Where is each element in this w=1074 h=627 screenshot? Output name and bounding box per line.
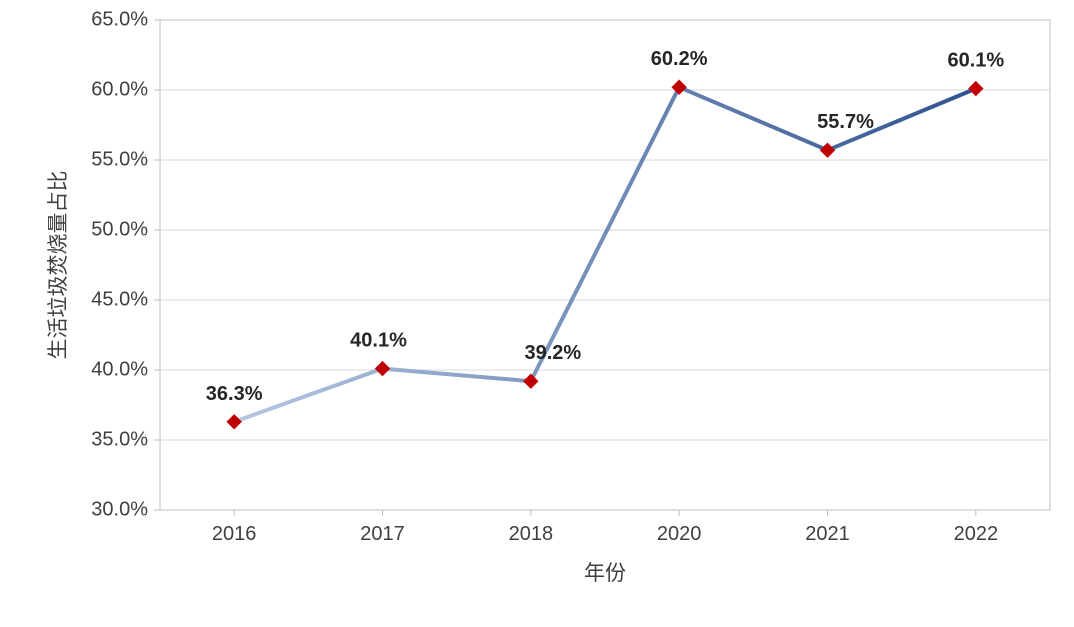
x-tick-label: 2020 bbox=[657, 523, 702, 545]
data-label: 40.1% bbox=[350, 330, 407, 352]
x-tick-label: 2018 bbox=[509, 523, 554, 545]
y-axis-title: 生活垃圾焚烧量占比 bbox=[47, 171, 70, 360]
y-tick-label: 40.0% bbox=[91, 358, 148, 380]
y-tick-label: 55.0% bbox=[91, 148, 148, 170]
chart-svg: 30.0% 35.0% 40.0% 45.0% 50.0% 55.0% 60.0% 65.0%… bbox=[0, 0, 1074, 627]
y-tick-label: 35.0% bbox=[91, 428, 148, 450]
x-axis-title: 年份 bbox=[584, 562, 626, 585]
x-tick-label: 2021 bbox=[805, 523, 850, 545]
y-tick-label: 30.0% bbox=[91, 498, 148, 520]
y-tick-label: 50.0% bbox=[91, 218, 148, 240]
data-label: 36.3% bbox=[206, 383, 263, 405]
x-tick-label: 2022 bbox=[954, 523, 999, 545]
data-label: 60.2% bbox=[651, 48, 708, 70]
x-tick-label: 2016 bbox=[212, 523, 257, 545]
data-label: 55.7% bbox=[817, 111, 874, 133]
y-tick-label: 65.0% bbox=[91, 8, 148, 30]
x-tick-label: 2017 bbox=[360, 523, 405, 545]
line-chart: 30.0% 35.0% 40.0% 45.0% 50.0% 55.0% 60.0% 65.0%… bbox=[0, 0, 1074, 627]
data-label: 39.2% bbox=[524, 342, 581, 364]
y-tick-label: 45.0% bbox=[91, 288, 148, 310]
data-label: 60.1% bbox=[947, 50, 1004, 72]
y-tick-label: 60.0% bbox=[91, 78, 148, 100]
